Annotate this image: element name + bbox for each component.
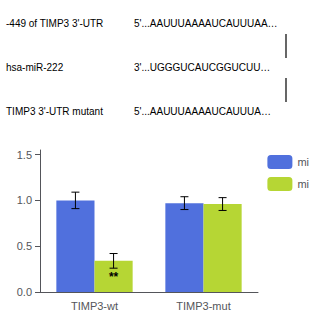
svg-text:TIMP3 3'-UTR mutant: TIMP3 3'-UTR mutant	[6, 106, 103, 117]
svg-text:5'...AAUUUAAAAUCAUUUA…: 5'...AAUUUAAAAUCAUUUA…	[134, 106, 271, 117]
svg-text:TIMP3-mut: TIMP3-mut	[176, 300, 230, 312]
svg-text:0.0: 0.0	[17, 286, 32, 298]
svg-text:hsa-miR-222: hsa-miR-222	[6, 62, 64, 73]
svg-text:**: **	[109, 270, 119, 284]
svg-text:-449 of TIMP3 3'-UTR: -449 of TIMP3 3'-UTR	[6, 18, 103, 29]
svg-text:0.5: 0.5	[17, 240, 32, 252]
svg-text:1.0: 1.0	[17, 194, 32, 206]
svg-text:TIMP3-wt: TIMP3-wt	[71, 300, 118, 312]
svg-text:3'...UGGGUCAUCGGUCUU…: 3'...UGGGUCAUCGGUCUU…	[134, 62, 270, 73]
svg-text:mi: mi	[297, 178, 309, 190]
svg-text:5'...AAUUUAAAAUCAUUUAA…: 5'...AAUUUAAAAUCAUUUAA…	[134, 18, 278, 29]
svg-text:1.5: 1.5	[17, 149, 32, 161]
svg-text:mi: mi	[297, 156, 309, 168]
